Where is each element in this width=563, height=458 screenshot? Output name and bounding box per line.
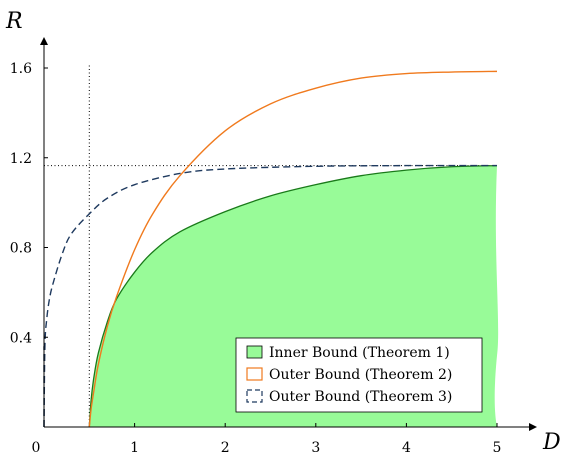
y-tick-label: 0.8 (10, 241, 32, 257)
x-tick-label: 0 (32, 440, 41, 456)
x-tick-label: 5 (493, 440, 502, 456)
x-tick-label: 1 (130, 440, 139, 456)
ticks-layer: 0 1 2 3 4 5 0.4 0.8 1.2 1.6 (10, 61, 502, 456)
inner-bound-curve (88, 164, 498, 428)
x-tick-label: 4 (402, 440, 411, 456)
reference-lines (44, 63, 497, 427)
x-tick-label: 2 (221, 440, 230, 456)
legend-label-outer-bound-3: Outer Bound (Theorem 3) (269, 389, 452, 405)
legend-swatch-outer-bound-3 (246, 389, 263, 403)
y-tick-label: 1.2 (10, 151, 32, 167)
legend-label-outer-bound-2: Outer Bound (Theorem 2) (269, 367, 452, 383)
y-axis-label: R (5, 9, 23, 34)
legend: Inner Bound (Theorem 1) Outer Bound (The… (235, 337, 483, 413)
outer-bound-3-curve (43, 164, 498, 428)
x-axis-label: D (542, 430, 561, 455)
legend-swatch-inner-bound (246, 345, 263, 359)
outer-bound-2-curve (88, 70, 498, 428)
legend-label-inner-bound: Inner Bound (Theorem 1) (269, 345, 450, 361)
legend-box (235, 337, 483, 413)
x-tick-label: 3 (311, 440, 320, 456)
y-tick-label: 1.6 (10, 61, 32, 77)
legend-swatch-outer-bound-2 (246, 367, 263, 381)
y-tick-label: 0.4 (10, 330, 32, 346)
